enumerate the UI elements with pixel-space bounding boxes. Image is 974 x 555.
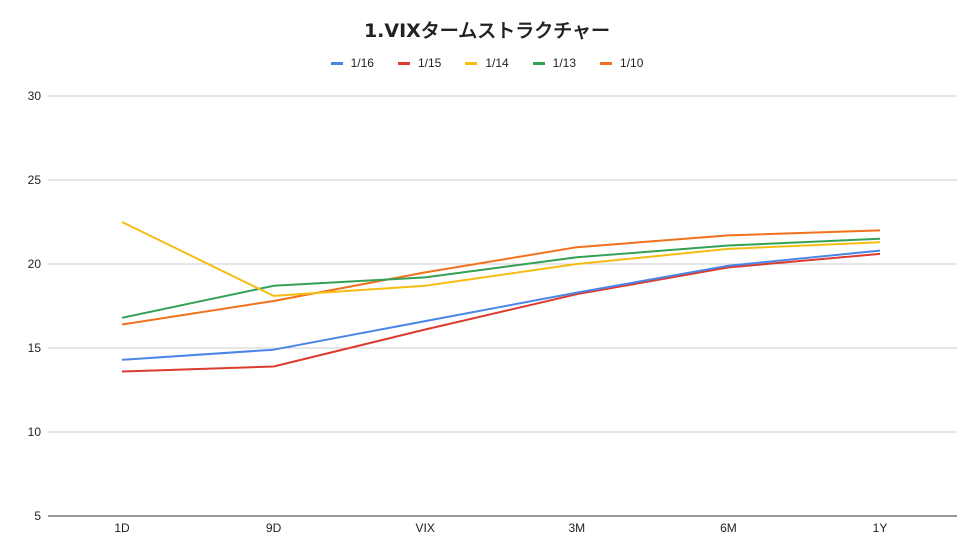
legend-label: 1/15 [417, 56, 442, 70]
x-tick-label: 6M [720, 521, 737, 535]
legend-label: 1/13 [552, 56, 577, 70]
chart-title: 1.VIXタームストラクチャー [363, 20, 611, 42]
legend-item: 1/15 [397, 56, 442, 70]
legend-swatch [600, 61, 613, 65]
legend: 1/16 1/15 1/14 1/13 1/10 [0, 56, 974, 70]
legend-label: 1/14 [485, 56, 509, 70]
x-tick-label: 1D [114, 521, 130, 535]
legend-item: 1/13 [532, 56, 577, 70]
legend-item: 1/10 [600, 56, 643, 70]
axis-labels: 5 10 15 20 25 30 1D 9D VIX 3M 6M 1Y [28, 89, 888, 535]
y-tick-label: 30 [28, 89, 42, 103]
legend-swatch [465, 61, 478, 65]
x-tick-label: 9D [266, 521, 282, 535]
y-tick-label: 10 [28, 425, 42, 439]
legend-label: 1/16 [350, 56, 374, 70]
series-line-1-15 [121, 252, 881, 373]
series-lines [121, 221, 881, 373]
x-tick-label: VIX [416, 521, 435, 535]
legend-item: 1/16 [330, 56, 374, 70]
x-tick-label: 1Y [873, 521, 888, 535]
x-tick-label: 3M [568, 521, 585, 535]
legend-label: 1/10 [620, 56, 644, 70]
legend-swatch [330, 61, 343, 65]
legend-swatch [532, 61, 545, 65]
legend-item: 1/14 [465, 56, 509, 70]
y-tick-label: 15 [28, 341, 42, 355]
series-line-1-14 [121, 221, 881, 297]
series-line-1-13 [121, 237, 881, 319]
series-line-1-16 [121, 249, 881, 361]
gridlines [48, 95, 957, 517]
legend-swatch [397, 61, 410, 65]
y-tick-label: 5 [34, 509, 41, 523]
series-line-1-10 [121, 229, 881, 326]
y-tick-label: 20 [28, 257, 42, 271]
y-tick-label: 25 [28, 173, 42, 187]
